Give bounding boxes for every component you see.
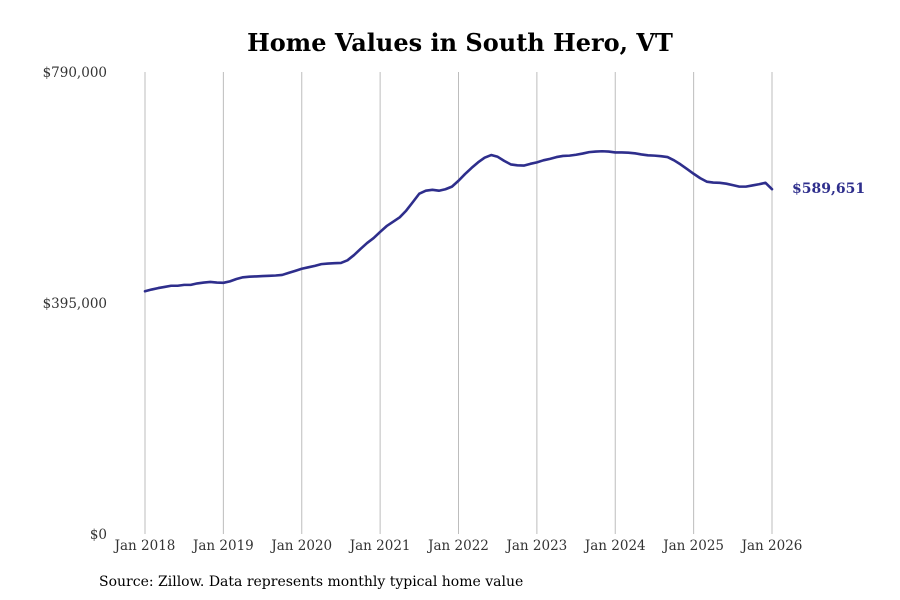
x-tick-label: Jan 2018: [113, 538, 176, 554]
source-note: Source: Zillow. Data represents monthly …: [99, 574, 524, 590]
y-tick-label: $395,000: [43, 296, 107, 312]
x-tick-label: Jan 2025: [661, 538, 724, 554]
gridlines: [144, 72, 773, 534]
x-tick-label: Jan 2019: [191, 538, 254, 554]
chart-title: Home Values in South Hero, VT: [247, 28, 673, 57]
y-tick-label: $790,000: [43, 65, 107, 81]
axis-labels: Jan 2018 Jan 2019 Jan 2020 Jan 2021 Jan 2022…: [43, 65, 803, 554]
x-tick-label: Jan 2021: [348, 538, 411, 554]
y-tick-label: $0: [90, 527, 107, 543]
series-layer: $589,651: [143, 149, 865, 293]
x-tick-label: Jan 2023: [504, 538, 567, 554]
series-line: [143, 149, 774, 293]
x-tick-label: Jan 2026: [740, 538, 803, 554]
x-tick-label: Jan 2022: [426, 538, 489, 554]
x-tick-label: Jan 2024: [583, 538, 646, 554]
end-value-label: $589,651: [792, 181, 865, 197]
x-tick-label: Jan 2020: [269, 538, 332, 554]
